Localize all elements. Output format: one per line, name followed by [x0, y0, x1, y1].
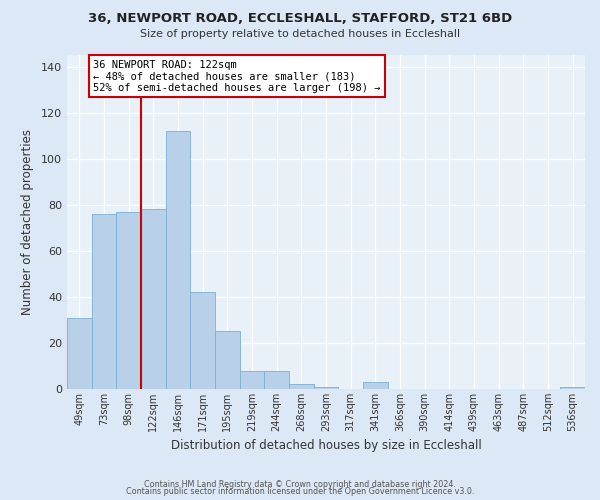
Text: 36, NEWPORT ROAD, ECCLESHALL, STAFFORD, ST21 6BD: 36, NEWPORT ROAD, ECCLESHALL, STAFFORD, …	[88, 12, 512, 26]
Text: Contains public sector information licensed under the Open Government Licence v3: Contains public sector information licen…	[126, 488, 474, 496]
Bar	[264, 370, 289, 389]
Bar	[166, 131, 190, 389]
Bar	[141, 210, 166, 389]
Bar	[215, 332, 239, 389]
Text: Contains HM Land Registry data © Crown copyright and database right 2024.: Contains HM Land Registry data © Crown c…	[144, 480, 456, 489]
Bar	[92, 214, 116, 389]
Bar	[67, 318, 92, 389]
Text: Size of property relative to detached houses in Eccleshall: Size of property relative to detached ho…	[140, 29, 460, 39]
Bar	[363, 382, 388, 389]
Text: 36 NEWPORT ROAD: 122sqm
← 48% of detached houses are smaller (183)
52% of semi-d: 36 NEWPORT ROAD: 122sqm ← 48% of detache…	[93, 60, 380, 93]
X-axis label: Distribution of detached houses by size in Eccleshall: Distribution of detached houses by size …	[170, 440, 481, 452]
Bar	[239, 370, 264, 389]
Bar	[560, 386, 585, 389]
Bar	[190, 292, 215, 389]
Bar	[116, 212, 141, 389]
Y-axis label: Number of detached properties: Number of detached properties	[21, 129, 34, 315]
Bar	[289, 384, 314, 389]
Bar	[314, 386, 338, 389]
